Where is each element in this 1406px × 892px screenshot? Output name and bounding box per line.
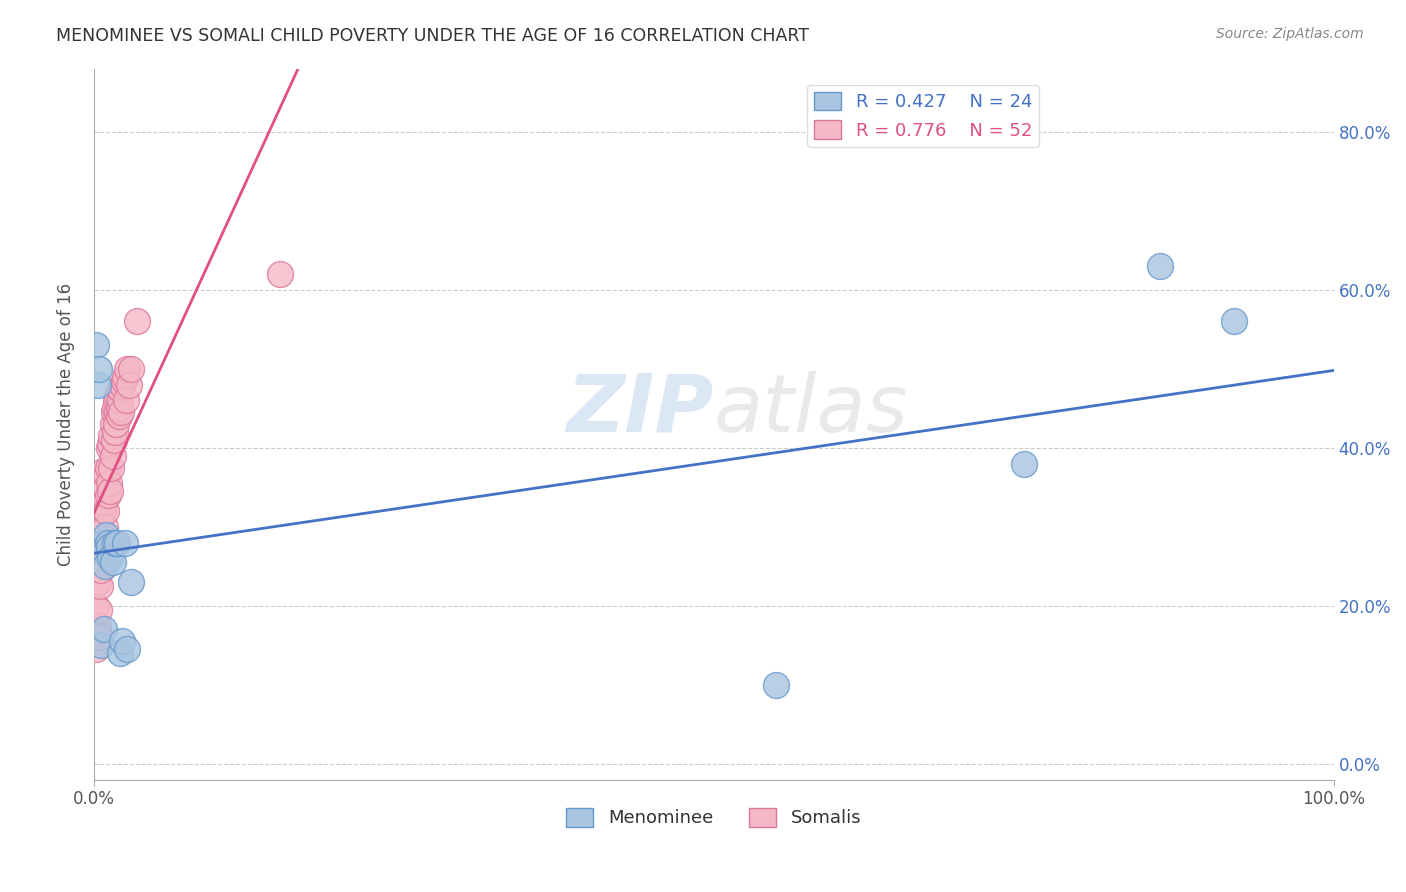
Point: [117, 377, 139, 392]
Point: [91, 504, 114, 518]
Point: [108, 382, 131, 396]
Point: [117, 361, 139, 376]
Point: [107, 389, 129, 403]
Point: [120, 361, 142, 376]
Point: [93, 623, 115, 637]
Text: Source: ZipAtlas.com: Source: ZipAtlas.com: [1216, 27, 1364, 41]
Point: [97, 535, 120, 549]
Text: ZIP: ZIP: [567, 371, 714, 449]
Point: [98, 551, 121, 566]
Point: [86, 338, 108, 352]
Point: [269, 267, 291, 281]
Legend: Menominee, Somalis: Menominee, Somalis: [560, 801, 869, 835]
Point: [97, 441, 120, 455]
Point: [86, 599, 108, 613]
Point: [104, 425, 127, 439]
Text: MENOMINEE VS SOMALI CHILD POVERTY UNDER THE AGE OF 16 CORRELATION CHART: MENOMINEE VS SOMALI CHILD POVERTY UNDER …: [56, 27, 810, 45]
Point: [87, 361, 110, 376]
Point: [90, 638, 112, 652]
Point: [104, 401, 127, 416]
Point: [110, 405, 132, 419]
Point: [114, 369, 136, 384]
Point: [108, 646, 131, 660]
Point: [104, 535, 127, 549]
Point: [107, 535, 129, 549]
Point: [86, 642, 108, 657]
Point: [96, 504, 118, 518]
Point: [84, 626, 107, 640]
Point: [96, 527, 118, 541]
Point: [117, 642, 139, 657]
Point: [111, 634, 134, 648]
Point: [96, 468, 118, 483]
Point: [103, 405, 125, 419]
Point: [86, 377, 108, 392]
Point: [98, 437, 121, 451]
Point: [120, 575, 142, 590]
Point: [94, 480, 117, 494]
Point: [1012, 457, 1035, 471]
Point: [93, 532, 115, 546]
Point: [91, 465, 114, 479]
Point: [107, 401, 129, 416]
Point: [86, 575, 108, 590]
Point: [89, 540, 111, 554]
Point: [127, 314, 149, 328]
Point: [87, 631, 110, 645]
Point: [86, 618, 108, 632]
Point: [1223, 314, 1246, 328]
Point: [115, 393, 138, 408]
Point: [112, 374, 135, 388]
Point: [101, 555, 124, 569]
Point: [107, 409, 129, 424]
Point: [101, 417, 124, 431]
Point: [97, 476, 120, 491]
Point: [94, 520, 117, 534]
Point: [97, 488, 120, 502]
Point: [107, 405, 129, 419]
Point: [114, 535, 136, 549]
Point: [91, 535, 114, 549]
Point: [89, 579, 111, 593]
Point: [108, 393, 131, 408]
Point: [1149, 259, 1171, 273]
Point: [94, 559, 117, 574]
Point: [105, 393, 128, 408]
Y-axis label: Child Poverty Under the Age of 16: Child Poverty Under the Age of 16: [58, 283, 75, 566]
Point: [90, 524, 112, 538]
Point: [100, 429, 122, 443]
Point: [93, 496, 115, 510]
Point: [765, 678, 787, 692]
Point: [98, 484, 121, 499]
Point: [89, 543, 111, 558]
Point: [87, 603, 110, 617]
Point: [97, 540, 120, 554]
Point: [103, 433, 125, 447]
Text: atlas: atlas: [714, 371, 908, 449]
Point: [101, 449, 124, 463]
Point: [111, 377, 134, 392]
Point: [91, 543, 114, 558]
Point: [97, 460, 120, 475]
Point: [100, 460, 122, 475]
Point: [90, 563, 112, 577]
Point: [105, 417, 128, 431]
